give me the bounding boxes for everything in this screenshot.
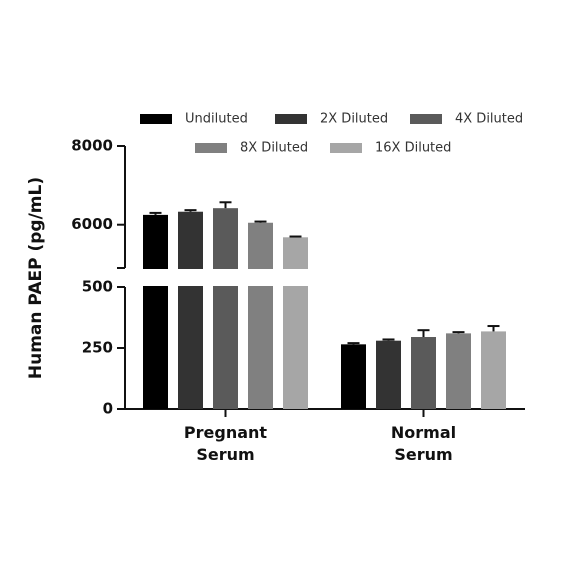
bar — [481, 331, 506, 409]
bar — [178, 211, 203, 409]
x-tick-label: Pregnant Serum — [183, 423, 268, 464]
legend-label: 2X Diluted — [320, 112, 388, 127]
legend-label: Undiluted — [185, 112, 248, 127]
bar — [143, 214, 168, 409]
legend-swatch — [195, 143, 227, 153]
y-axis-label: Human PAEP (pg/mL) — [26, 177, 46, 379]
bar — [376, 340, 401, 409]
bar — [446, 333, 471, 409]
x-tick-label: Normal Serum — [390, 423, 457, 464]
axis-break-gap — [130, 269, 530, 286]
bar — [283, 237, 308, 409]
bar — [411, 337, 436, 409]
y-tick-label: 6000 — [71, 215, 113, 233]
bar — [341, 344, 366, 409]
legend-swatch — [330, 143, 362, 153]
legend-swatch — [275, 114, 307, 124]
legend-label: 4X Diluted — [455, 112, 523, 127]
y-tick-label: 0 — [103, 400, 113, 418]
y-tick-label: 8000 — [71, 137, 113, 155]
y-tick-label: 250 — [82, 339, 113, 357]
bar — [248, 222, 273, 409]
legend-label: 8X Diluted — [240, 141, 308, 156]
legend-swatch — [140, 114, 172, 124]
legend-label: 16X Diluted — [375, 141, 451, 156]
y-tick-label: 500 — [82, 278, 113, 296]
bar — [213, 208, 238, 409]
legend-swatch — [410, 114, 442, 124]
